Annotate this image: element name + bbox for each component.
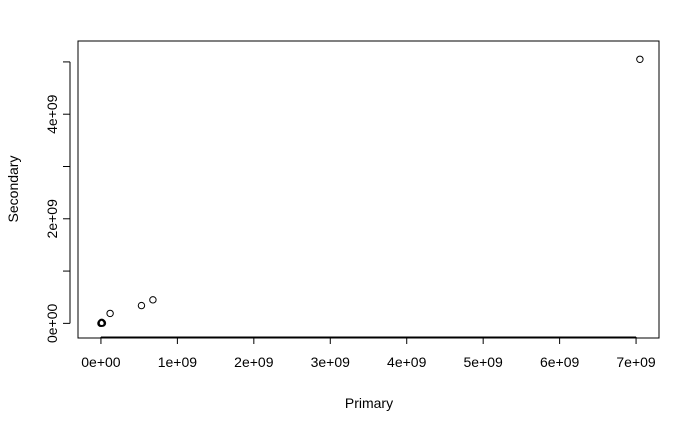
x-tick-label: 1e+09 — [158, 354, 198, 370]
y-tick-label: 2e+09 — [44, 199, 60, 239]
plot-frame — [77, 40, 660, 339]
y-tick-label: 4e+09 — [44, 94, 60, 134]
x-axis: 0e+00 1e+09 2e+09 3e+09 4e+09 5e+09 6e+09 7e+09 — [81, 336, 656, 370]
y-axis: 0e+00 2e+09 4e+09 — [44, 61, 71, 343]
data-point — [137, 301, 146, 310]
data-point — [636, 55, 644, 64]
y-axis-label: Secondary — [5, 156, 21, 223]
x-tick-label: 4e+09 — [387, 354, 427, 370]
x-axis-label: Primary — [345, 395, 393, 411]
data-point — [98, 319, 107, 327]
data-point — [97, 318, 106, 327]
x-tick-label: 5e+09 — [464, 354, 504, 370]
data-point — [149, 296, 157, 304]
x-tick-label: 2e+09 — [234, 354, 274, 370]
x-tick-label: 3e+09 — [311, 354, 351, 370]
x-tick-label: 7e+09 — [616, 354, 656, 370]
x-tick-label: 6e+09 — [540, 354, 580, 370]
x-tick-label: 0e+00 — [81, 354, 121, 370]
data-point — [106, 309, 114, 318]
data-points — [97, 55, 644, 328]
y-tick-label: 0e+00 — [44, 303, 60, 343]
